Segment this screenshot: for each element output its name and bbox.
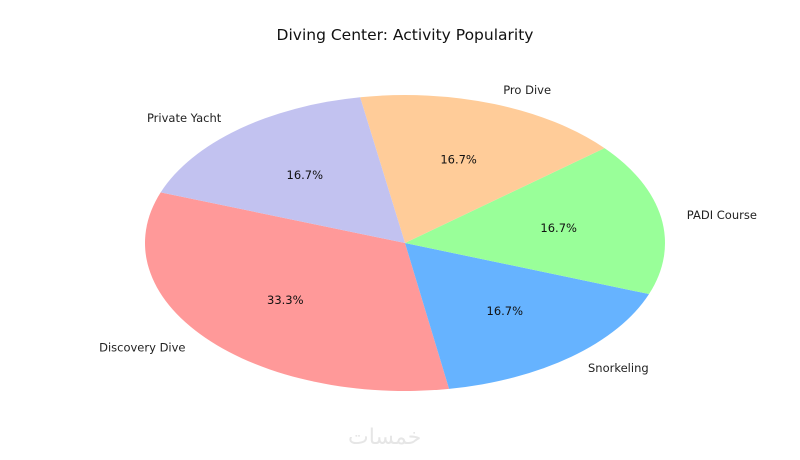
watermark-logo: خمسات [348, 425, 422, 450]
pie-slices [144, 94, 666, 392]
slice-label: Private Yacht [147, 111, 222, 125]
pie-slice-snorkeling [405, 243, 650, 389]
slice-label: Snorkeling [588, 361, 649, 375]
pie-slice-discovery-dive [144, 192, 450, 392]
pie-labels: 33.3% Discovery Dive 16.7% Snorkeling 16.7% P… [99, 83, 757, 375]
chart-title: Diving Center: Activity Popularity [277, 26, 534, 44]
pie-slice-private-yacht [160, 97, 405, 243]
pie-slice-padi-course [405, 148, 666, 295]
pct-label: 33.3% [267, 293, 304, 307]
slice-label: Discovery Dive [99, 340, 185, 354]
slice-label: PADI Course [687, 208, 757, 222]
pct-label: 16.7% [440, 153, 477, 167]
pct-label: 16.7% [287, 168, 324, 182]
pct-label: 16.7% [487, 304, 524, 318]
pie-slice-pro-dive [360, 94, 605, 243]
slice-label: Pro Dive [503, 83, 551, 97]
pct-label: 16.7% [540, 221, 577, 235]
